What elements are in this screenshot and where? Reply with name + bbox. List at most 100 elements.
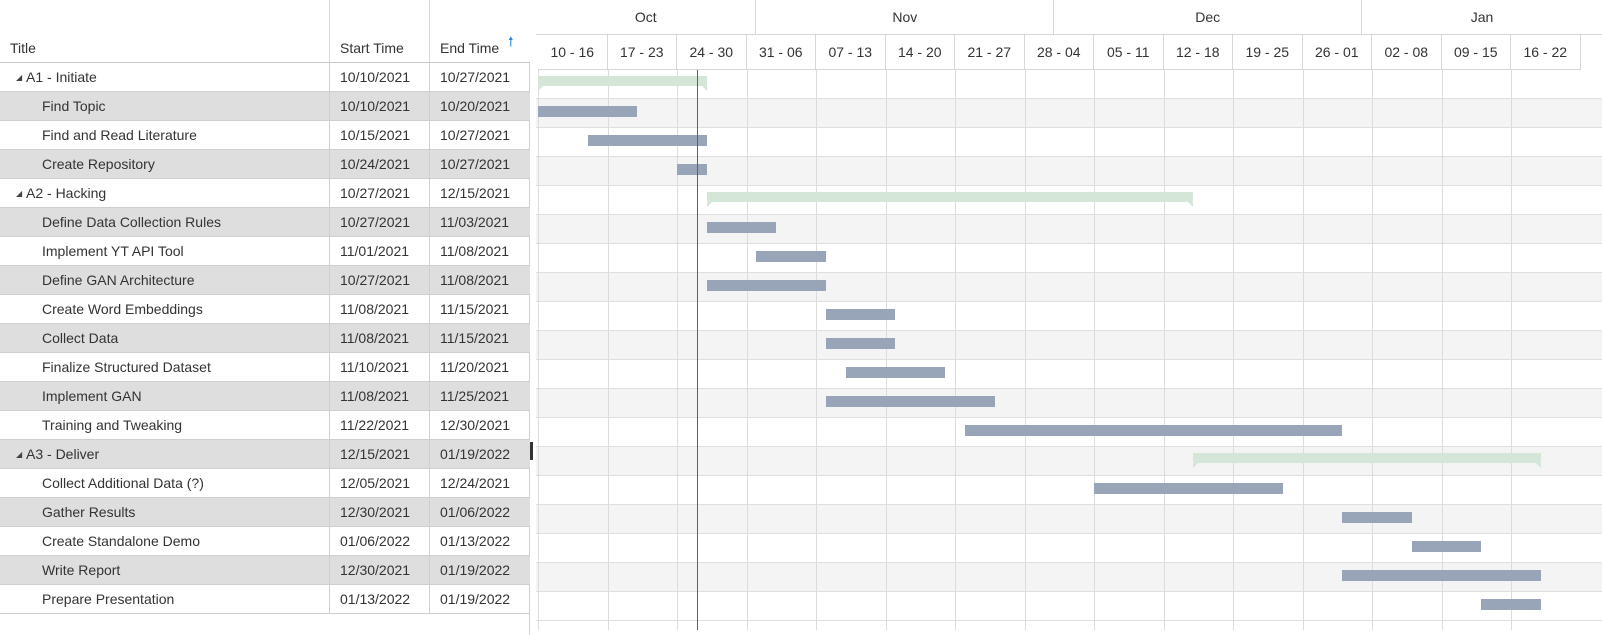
week-header: 28 - 04 [1024,35,1094,70]
task-end-cell: 01/06/2022 [440,504,511,520]
week-header: 21 - 27 [955,35,1025,70]
week-gridline [816,70,817,630]
chart-row [536,476,1602,505]
week-gridline [1024,70,1026,630]
summary-bar[interactable] [1193,453,1541,468]
task-grid: Title Start Time End Time 🠕 ◢ A1 - Initia… [0,0,530,635]
task-title-cell: ◢ A3 - Deliver [0,440,330,469]
task-title: Find and Read Literature [42,127,197,143]
task-row[interactable]: Implement YT API Tool 11/01/2021 11/08/202… [0,237,530,266]
week-header: 09 - 15 [1441,35,1511,70]
task-row[interactable]: Finalize Structured Dataset 11/10/2021 11/… [0,353,530,382]
task-row[interactable]: Prepare Presentation 01/13/2022 01/19/2022 [0,585,530,614]
collapse-triangle-icon[interactable]: ◢ [16,450,23,459]
chart-row [536,244,1602,273]
task-bar[interactable] [538,106,638,117]
task-bar[interactable] [1342,570,1541,581]
task-row[interactable]: Find Topic 10/10/2021 10/20/2021 [0,92,530,121]
week-header: 07 - 13 [816,35,886,70]
task-bar[interactable] [587,135,707,146]
task-title: Collect Additional Data (?) [42,475,204,491]
task-start-cell: 10/15/2021 [330,121,430,150]
task-bar[interactable] [825,338,896,349]
task-bar[interactable] [1094,483,1283,494]
chart-row [536,128,1602,157]
task-start-cell: 12/30/2021 [330,556,430,585]
task-row[interactable]: Find and Read Literature 10/15/2021 10/27/… [0,121,530,150]
task-bar[interactable] [706,280,826,291]
chart-row [536,99,1602,128]
task-bar[interactable] [845,367,946,378]
task-bar[interactable] [706,222,777,233]
task-end-cell: 11/25/2021 [440,388,510,404]
task-row[interactable]: Create Standalone Demo 01/06/2022 01/13/20… [0,527,530,556]
task-bar[interactable] [1342,512,1412,523]
task-bar[interactable] [756,251,826,262]
task-bar[interactable] [1411,541,1482,552]
task-title-cell: Prepare Presentation [0,585,330,614]
task-end-cell: 11/15/2021 [440,330,510,346]
week-header: 02 - 08 [1372,35,1442,70]
month-header: Dec [1054,0,1363,35]
task-title: Define Data Collection Rules [42,214,221,230]
task-end-cell: 10/27/2021 [440,156,511,172]
task-row[interactable]: Implement GAN 11/08/2021 11/25/2021 [0,382,530,411]
summary-bar[interactable] [538,76,707,91]
task-row[interactable]: Define Data Collection Rules 10/27/2021 11… [0,208,530,237]
task-row[interactable]: Training and Tweaking 11/22/2021 12/30/202… [0,411,530,440]
task-bar[interactable] [1481,599,1541,610]
task-bar[interactable] [825,309,896,320]
task-row[interactable]: Gather Results 12/30/2021 01/06/2022 [0,498,530,527]
task-title-cell: Define Data Collection Rules [0,208,330,237]
task-title: A3 - Deliver [26,446,100,462]
task-row[interactable]: Collect Additional Data (?) 12/05/2021 12/… [0,469,530,498]
task-title-cell: Gather Results [0,498,330,527]
task-bar[interactable] [964,425,1343,436]
summary-task-row[interactable]: ◢ A3 - Deliver 12/15/2021 01/19/2022 [0,440,530,469]
column-header-end[interactable]: End Time 🠕 [430,0,530,63]
task-start-cell: 01/06/2022 [330,527,430,556]
chart-row [536,302,1602,331]
task-start-cell: 11/08/2021 [330,324,430,353]
column-header-title[interactable]: Title [0,0,330,63]
week-gridline [1163,70,1165,630]
task-start-cell: 10/27/2021 [330,266,430,295]
task-start-cell: 12/30/2021 [330,498,430,527]
week-header: 10 - 16 [538,35,608,70]
task-title: Prepare Presentation [42,591,175,607]
collapse-triangle-icon[interactable]: ◢ [16,189,23,198]
task-start-cell: 10/10/2021 [330,63,430,92]
chart-row [536,418,1602,447]
column-header-start[interactable]: Start Time [330,0,430,63]
collapse-triangle-icon[interactable]: ◢ [16,73,23,82]
task-row[interactable]: Define GAN Architecture 10/27/2021 11/08/2… [0,266,530,295]
arrow-up-icon[interactable]: 🠕 [508,34,514,49]
task-title: Find Topic [42,98,106,114]
week-gridline [746,70,748,630]
task-title: Implement GAN [42,388,142,404]
task-title: Finalize Structured Dataset [42,359,211,375]
week-gridline [1233,70,1234,630]
summary-task-row[interactable]: ◢ A2 - Hacking 10/27/2021 12/15/2021 [0,179,530,208]
month-header: Jan [1362,0,1602,35]
summary-task-row[interactable]: ◢ A1 - Initiate 10/10/2021 10/27/2021 [0,63,530,92]
task-bar[interactable] [677,164,707,175]
column-header-end-label: End Time [440,40,500,56]
task-row[interactable]: Write Report 12/30/2021 01/19/2022 [0,556,530,585]
task-title: Collect Data [42,330,119,346]
summary-bar[interactable] [706,192,1194,207]
task-title-cell: Collect Additional Data (?) [0,469,330,498]
task-title-cell: ◢ A2 - Hacking [0,179,330,208]
task-title-cell: Training and Tweaking [0,411,330,440]
task-row[interactable]: Collect Data 11/08/2021 11/15/2021 [0,324,530,353]
task-row[interactable]: Create Word Embeddings 11/08/2021 11/15/20… [0,295,530,324]
task-title-cell: Create Word Embeddings [0,295,330,324]
month-header: Oct [536,0,757,35]
grid-splitter[interactable] [530,442,533,460]
task-title: Implement YT API Tool [42,243,184,259]
task-end-cell: 01/19/2022 [440,562,511,578]
task-bar[interactable] [825,396,995,407]
task-row[interactable]: Create Repository 10/24/2021 10/27/2021 [0,150,530,179]
week-gridline [885,70,887,630]
task-title-cell: Finalize Structured Dataset [0,353,330,382]
